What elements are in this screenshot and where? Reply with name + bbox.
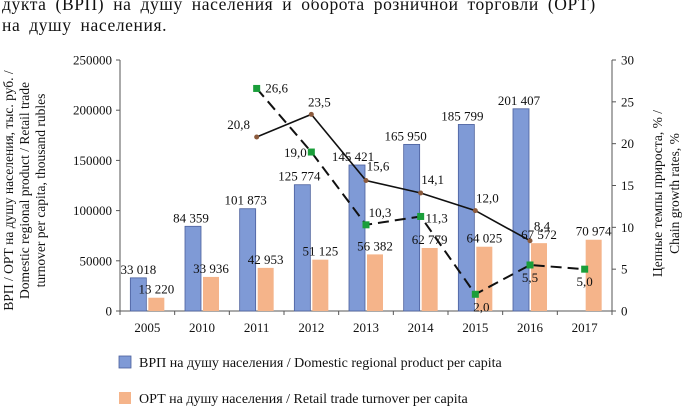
bar-vrp xyxy=(403,143,421,312)
bar-ort xyxy=(312,259,329,311)
bar-vrp-data-label: 84 359 xyxy=(173,210,209,225)
bar-ort-data-label: 42 953 xyxy=(248,252,284,267)
y-left-tick-label: 150000 xyxy=(73,153,112,168)
line-marker-square xyxy=(581,265,589,273)
line-marker-square xyxy=(253,84,261,92)
x-tick-label: 2005 xyxy=(134,320,160,335)
bar-vrp xyxy=(293,184,311,312)
line-dashed-data-label: 5,5 xyxy=(522,270,538,285)
y-right-tick-label: 30 xyxy=(621,53,634,68)
x-tick-label: 2010 xyxy=(189,320,215,335)
bar-vrp-data-label: 101 873 xyxy=(225,193,267,208)
intro-text: дукта (ВРП) на душу населения и оборота … xyxy=(2,0,686,36)
bar-vrp-data-label: 165 950 xyxy=(385,128,427,143)
line-dashed-data-label: 19,0 xyxy=(284,145,307,160)
bar-ort xyxy=(476,246,493,311)
line-dashed-data-label: 2,0 xyxy=(473,299,489,314)
bar-vrp-data-label: 125 774 xyxy=(278,169,321,184)
legend-label-vrp: ВРП на душу населения / Domestic regiona… xyxy=(139,356,503,371)
line-solid-data-label: 14,1 xyxy=(421,172,444,187)
line-dashed-data-label: 11,3 xyxy=(426,210,448,225)
y-right-tick-label: 20 xyxy=(621,136,634,151)
line-marker-square xyxy=(526,261,534,269)
line-solid-data-label: 8,4 xyxy=(534,219,551,234)
y-right-tick-label: 5 xyxy=(621,262,628,277)
bar-vrp xyxy=(239,208,257,312)
bar-vrp-data-label: 201 407 xyxy=(498,93,541,108)
bar-ort-data-label: 56 382 xyxy=(357,238,393,253)
x-tick-label: 2014 xyxy=(408,320,435,335)
y-right-axis-title: Chain growth rates, % xyxy=(667,133,682,254)
x-tick-label: 2011 xyxy=(244,320,270,335)
line-marker-dot xyxy=(472,208,478,214)
bar-vrp-data-label: 145 421 xyxy=(332,149,374,164)
line-marker-dot xyxy=(527,238,533,244)
y-left-axis-title: ВРП / ОРТ на душу населения, тыс. руб. / xyxy=(1,70,16,311)
bar-vrp-data-label: 185 799 xyxy=(441,108,483,123)
y-left-axis-title: turnover per capita, thousand rubles xyxy=(33,94,48,288)
y-left-tick-label: 50000 xyxy=(80,253,113,268)
y-left-tick-label: 200000 xyxy=(73,103,112,118)
bar-ort xyxy=(421,247,438,311)
y-right-tick-label: 15 xyxy=(621,178,634,193)
line-dashed-data-label: 10,3 xyxy=(369,205,392,220)
bar-ort xyxy=(257,267,274,311)
y-left-tick-label: 0 xyxy=(106,304,113,319)
legend-swatch-vrp xyxy=(118,355,132,369)
bar-vrp xyxy=(129,277,147,312)
line-dashed-data-label: 26,6 xyxy=(265,80,288,95)
y-left-axis-title: Domestic regional product / Retail trade xyxy=(17,82,32,299)
chain-growth-line-solid xyxy=(256,113,531,242)
x-tick-label: 2017 xyxy=(572,320,599,335)
y-right-axis-title: Цепные темпы прироста, % / xyxy=(650,110,665,277)
x-tick-label: 2016 xyxy=(517,320,544,335)
line-marker-square xyxy=(417,212,425,220)
bar-ort-data-label: 51 125 xyxy=(302,244,338,259)
line-dashed-data-label: 5,0 xyxy=(577,274,593,289)
line-solid-data-label: 23,5 xyxy=(308,94,331,109)
line-marker-dot xyxy=(418,190,424,196)
y-left-tick-label: 250000 xyxy=(73,53,112,68)
bar-vrp xyxy=(348,164,366,312)
line-solid-data-label: 12,0 xyxy=(476,191,499,206)
x-tick-label: 2015 xyxy=(462,320,488,335)
line-marker-square xyxy=(362,221,370,229)
bar-ort-data-label: 67 572 xyxy=(521,227,557,242)
bar-ort-data-label: 70 974 xyxy=(576,224,612,239)
intro-line-2: на душу населения. xyxy=(2,15,168,35)
line-solid-data-label: 15,6 xyxy=(367,158,390,173)
x-tick-label: 2013 xyxy=(353,320,379,335)
legend-label-ort: ОРТ на душу населения / Retail trade tur… xyxy=(139,392,468,407)
y-right-tick-label: 10 xyxy=(621,220,634,235)
bar-ort xyxy=(203,276,219,311)
y-left-tick-label: 100000 xyxy=(73,203,112,218)
legend-swatch-ort xyxy=(119,392,131,404)
line-marker-square xyxy=(471,290,479,298)
x-tick-label: 2012 xyxy=(298,320,324,335)
bar-ort-data-label: 33 936 xyxy=(193,261,229,276)
bar-vrp xyxy=(512,108,530,312)
y-right-tick-label: 0 xyxy=(621,304,628,319)
bar-ort xyxy=(148,297,165,311)
bar-ort-data-label: 13 220 xyxy=(138,282,174,297)
y-right-tick-label: 25 xyxy=(621,94,634,109)
bar-vrp-data-label: 33 018 xyxy=(120,262,156,277)
line-marker-square xyxy=(307,148,315,156)
line-marker-dot xyxy=(363,177,369,183)
bar-ort xyxy=(585,239,602,311)
bar-ort xyxy=(531,243,547,311)
line-marker-dot xyxy=(308,111,314,117)
bar-ort-data-label: 62 779 xyxy=(412,232,448,247)
bar-ort-data-label: 64 025 xyxy=(466,231,502,246)
line-marker-dot xyxy=(254,134,260,140)
bar-ort xyxy=(367,254,383,311)
intro-line-1: дукта (ВРП) на душу населения и оборота … xyxy=(2,0,596,14)
bar-vrp xyxy=(184,225,202,312)
line-solid-data-label: 20,8 xyxy=(227,117,250,132)
bar-vrp xyxy=(457,124,475,312)
